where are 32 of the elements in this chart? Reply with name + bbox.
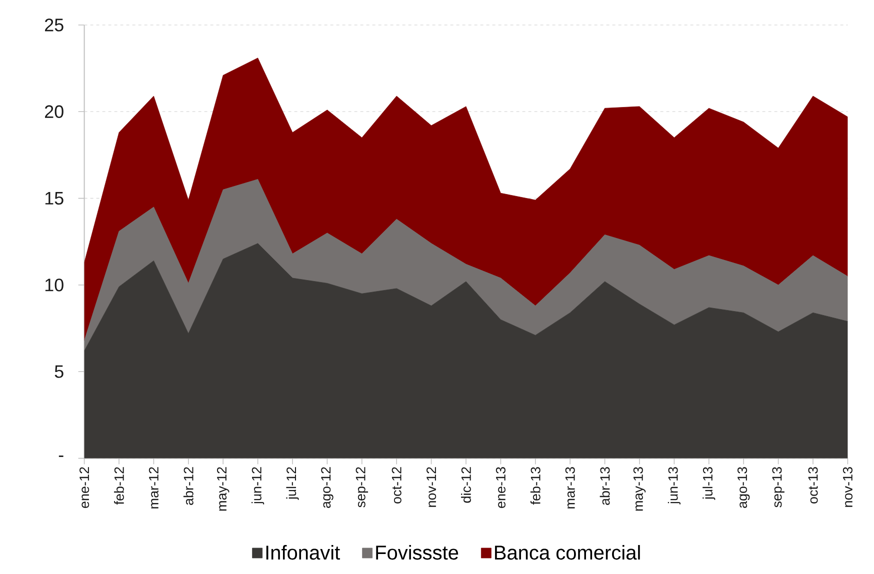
legend-label: Banca comercial	[495, 545, 640, 560]
x-tick-label: dic-12	[461, 467, 471, 503]
x-tick-label: ago-13	[737, 467, 750, 508]
x-tick-label: nov-13	[842, 467, 852, 507]
x-tick-label: sep-13	[772, 467, 784, 508]
y-tick-label: -	[58, 456, 64, 457]
x-tick-label: ene-12	[80, 467, 90, 508]
y-tick-label: 25	[44, 18, 64, 32]
x-tick-label: feb-13	[530, 467, 540, 505]
legend-label: Fovissste	[376, 545, 458, 560]
x-tick-label: jul-12	[286, 467, 299, 500]
x-tick-label: mar-13	[565, 467, 575, 508]
y-tick-label: 15	[45, 192, 64, 205]
x-tick-label: may-13	[633, 467, 646, 511]
x-tick-label: feb-12	[114, 467, 124, 505]
y-tick-label: 10	[45, 278, 64, 292]
x-tick-label: mar-12	[148, 467, 158, 508]
y-tick-label: 5	[54, 365, 64, 378]
x-tick-label: jul-13	[702, 467, 716, 500]
x-tick-label: jun-13	[668, 467, 681, 504]
x-tick-label: oct-13	[808, 467, 818, 504]
x-tick-label: jun-12	[252, 467, 264, 504]
legend-label: Infonavit	[266, 545, 340, 560]
x-tick-label: abr-13	[600, 467, 610, 505]
x-tick-label: ene-13	[496, 467, 506, 508]
x-tick-label: ago-12	[321, 467, 334, 508]
y-tick-label: 20	[44, 105, 64, 118]
x-tick-label: may-12	[216, 467, 230, 511]
x-tick-label: abr-12	[183, 467, 194, 505]
x-tick-label: oct-12	[392, 467, 402, 504]
x-tick-label: sep-12	[356, 467, 368, 508]
x-tick-label: nov-12	[426, 467, 436, 507]
